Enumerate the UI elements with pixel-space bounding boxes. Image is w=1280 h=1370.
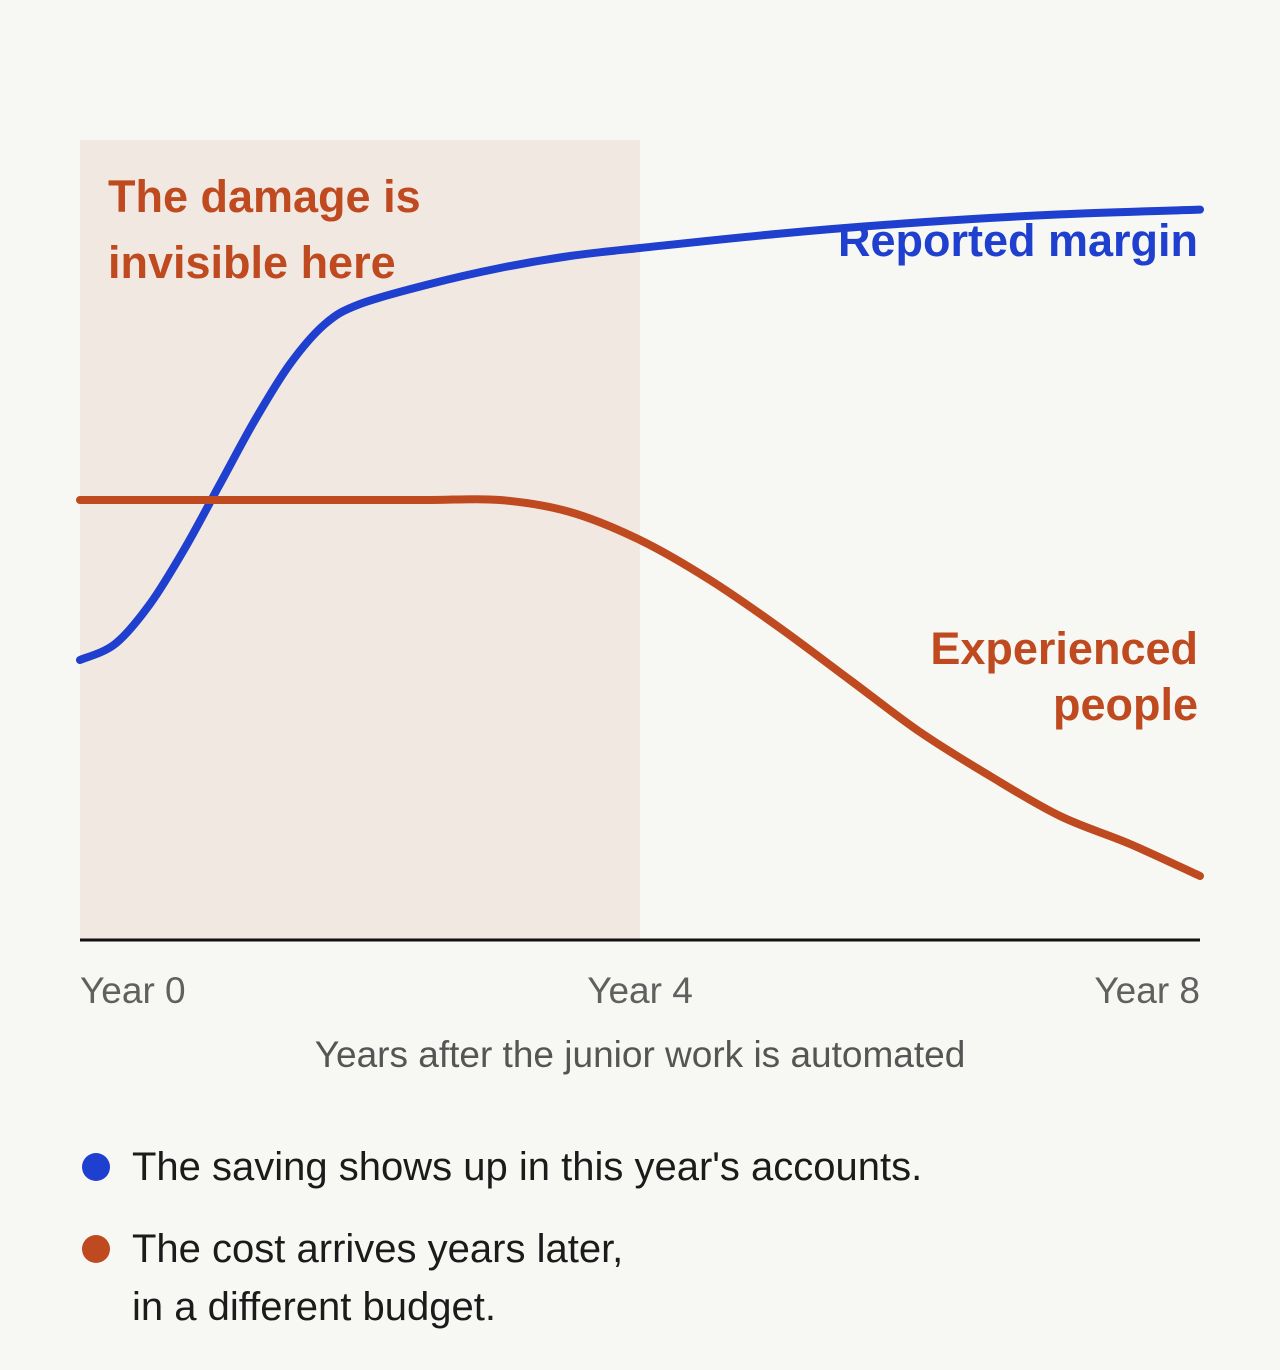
legend-text-cost: The cost arrives years later, in a diffe… (132, 1227, 624, 1329)
chart: The damage is invisible here Reported mar… (76, 140, 1204, 1075)
reported-margin-line (76, 205, 1204, 664)
x-tick-label: Year 4 (587, 970, 693, 1011)
invisible-damage-label: The damage is invisible here (108, 171, 421, 288)
reported-margin-label: Reported margin (838, 215, 1198, 266)
blue-dot-icon (82, 1153, 110, 1181)
x-axis-title: Years after the junior work is automated (315, 1034, 966, 1075)
legend-text-saving: The saving shows up in this year's accou… (132, 1145, 923, 1189)
experienced-people-line (76, 495, 1204, 880)
legend-item-saving: The saving shows up in this year's accou… (80, 1138, 1200, 1196)
legend: The saving shows up in this year's accou… (80, 1138, 1200, 1360)
experienced-people-label: Experienced people (930, 623, 1198, 730)
x-tick-label: Year 8 (1094, 970, 1200, 1011)
orange-dot-icon (82, 1235, 110, 1263)
x-tick-label: Year 0 (80, 970, 186, 1011)
legend-item-cost: The cost arrives years later, in a diffe… (80, 1220, 1200, 1336)
invisible-damage-region (80, 140, 640, 940)
